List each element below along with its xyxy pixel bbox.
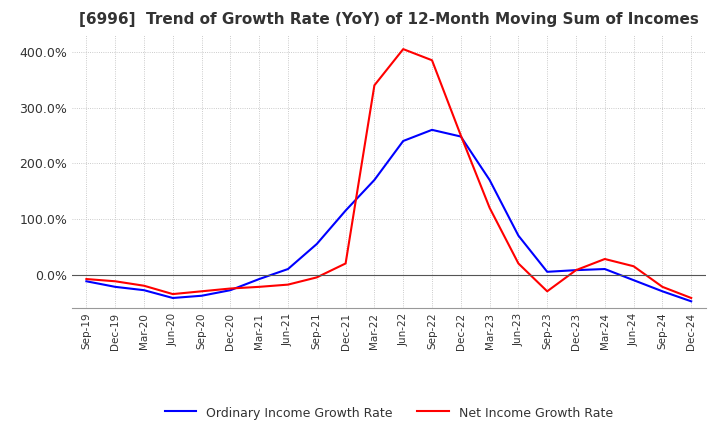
Line: Net Income Growth Rate: Net Income Growth Rate	[86, 49, 691, 298]
Line: Ordinary Income Growth Rate: Ordinary Income Growth Rate	[86, 130, 691, 301]
Net Income Growth Rate	[514, 261, 523, 266]
Ordinary Income Growth Rate	[140, 288, 148, 293]
Ordinary Income Growth Rate	[658, 289, 667, 294]
Ordinary Income Growth Rate	[82, 279, 91, 284]
Legend: Ordinary Income Growth Rate, Net Income Growth Rate: Ordinary Income Growth Rate, Net Income …	[160, 401, 618, 425]
Net Income Growth Rate	[543, 289, 552, 294]
Net Income Growth Rate	[111, 279, 120, 284]
Ordinary Income Growth Rate	[428, 127, 436, 132]
Title: [6996]  Trend of Growth Rate (YoY) of 12-Month Moving Sum of Incomes: [6996] Trend of Growth Rate (YoY) of 12-…	[79, 12, 698, 27]
Ordinary Income Growth Rate	[341, 208, 350, 213]
Ordinary Income Growth Rate	[226, 288, 235, 293]
Net Income Growth Rate	[485, 205, 494, 210]
Net Income Growth Rate	[370, 83, 379, 88]
Net Income Growth Rate	[341, 261, 350, 266]
Net Income Growth Rate	[658, 284, 667, 290]
Net Income Growth Rate	[168, 291, 177, 297]
Ordinary Income Growth Rate	[197, 293, 206, 298]
Ordinary Income Growth Rate	[629, 278, 638, 283]
Ordinary Income Growth Rate	[168, 295, 177, 301]
Net Income Growth Rate	[284, 282, 292, 287]
Net Income Growth Rate	[140, 283, 148, 288]
Net Income Growth Rate	[687, 295, 696, 301]
Net Income Growth Rate	[428, 58, 436, 63]
Ordinary Income Growth Rate	[312, 241, 321, 246]
Net Income Growth Rate	[629, 264, 638, 269]
Ordinary Income Growth Rate	[514, 233, 523, 238]
Ordinary Income Growth Rate	[543, 269, 552, 275]
Ordinary Income Growth Rate	[687, 299, 696, 304]
Net Income Growth Rate	[600, 257, 609, 262]
Net Income Growth Rate	[312, 275, 321, 280]
Net Income Growth Rate	[255, 284, 264, 290]
Net Income Growth Rate	[399, 47, 408, 52]
Ordinary Income Growth Rate	[456, 134, 465, 139]
Ordinary Income Growth Rate	[284, 266, 292, 271]
Ordinary Income Growth Rate	[485, 177, 494, 183]
Net Income Growth Rate	[82, 276, 91, 282]
Ordinary Income Growth Rate	[111, 284, 120, 290]
Net Income Growth Rate	[197, 289, 206, 294]
Net Income Growth Rate	[572, 268, 580, 273]
Net Income Growth Rate	[226, 286, 235, 291]
Net Income Growth Rate	[456, 133, 465, 138]
Ordinary Income Growth Rate	[399, 138, 408, 143]
Ordinary Income Growth Rate	[600, 266, 609, 271]
Ordinary Income Growth Rate	[370, 177, 379, 183]
Ordinary Income Growth Rate	[255, 276, 264, 282]
Ordinary Income Growth Rate	[572, 268, 580, 273]
